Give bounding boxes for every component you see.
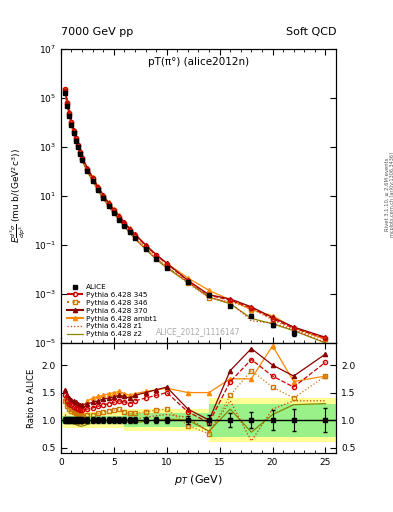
Legend: ALICE, Pythia 6.428 345, Pythia 6.428 346, Pythia 6.428 370, Pythia 6.428 ambt1,: ALICE, Pythia 6.428 345, Pythia 6.428 34…: [64, 282, 160, 339]
Text: Soft QCD: Soft QCD: [286, 27, 336, 37]
Y-axis label: Ratio to ALICE: Ratio to ALICE: [27, 369, 36, 428]
Text: pT(π°) (alice2012n): pT(π°) (alice2012n): [148, 57, 249, 68]
X-axis label: $p_T$ (GeV): $p_T$ (GeV): [174, 473, 223, 486]
Text: 7000 GeV pp: 7000 GeV pp: [61, 27, 133, 37]
Text: ALICE_2012_I1116147: ALICE_2012_I1116147: [156, 327, 241, 336]
Y-axis label: $E\frac{d^3\sigma}{dp^3}$ (mu b/(GeV$^2$c$^3$)): $E\frac{d^3\sigma}{dp^3}$ (mu b/(GeV$^2$…: [9, 148, 28, 243]
Text: Rivet 3.1.10, ≥ 2.6M events: Rivet 3.1.10, ≥ 2.6M events: [385, 158, 389, 231]
Text: mcplots.cern.ch [arXiv:1306.3436]: mcplots.cern.ch [arXiv:1306.3436]: [390, 152, 393, 237]
